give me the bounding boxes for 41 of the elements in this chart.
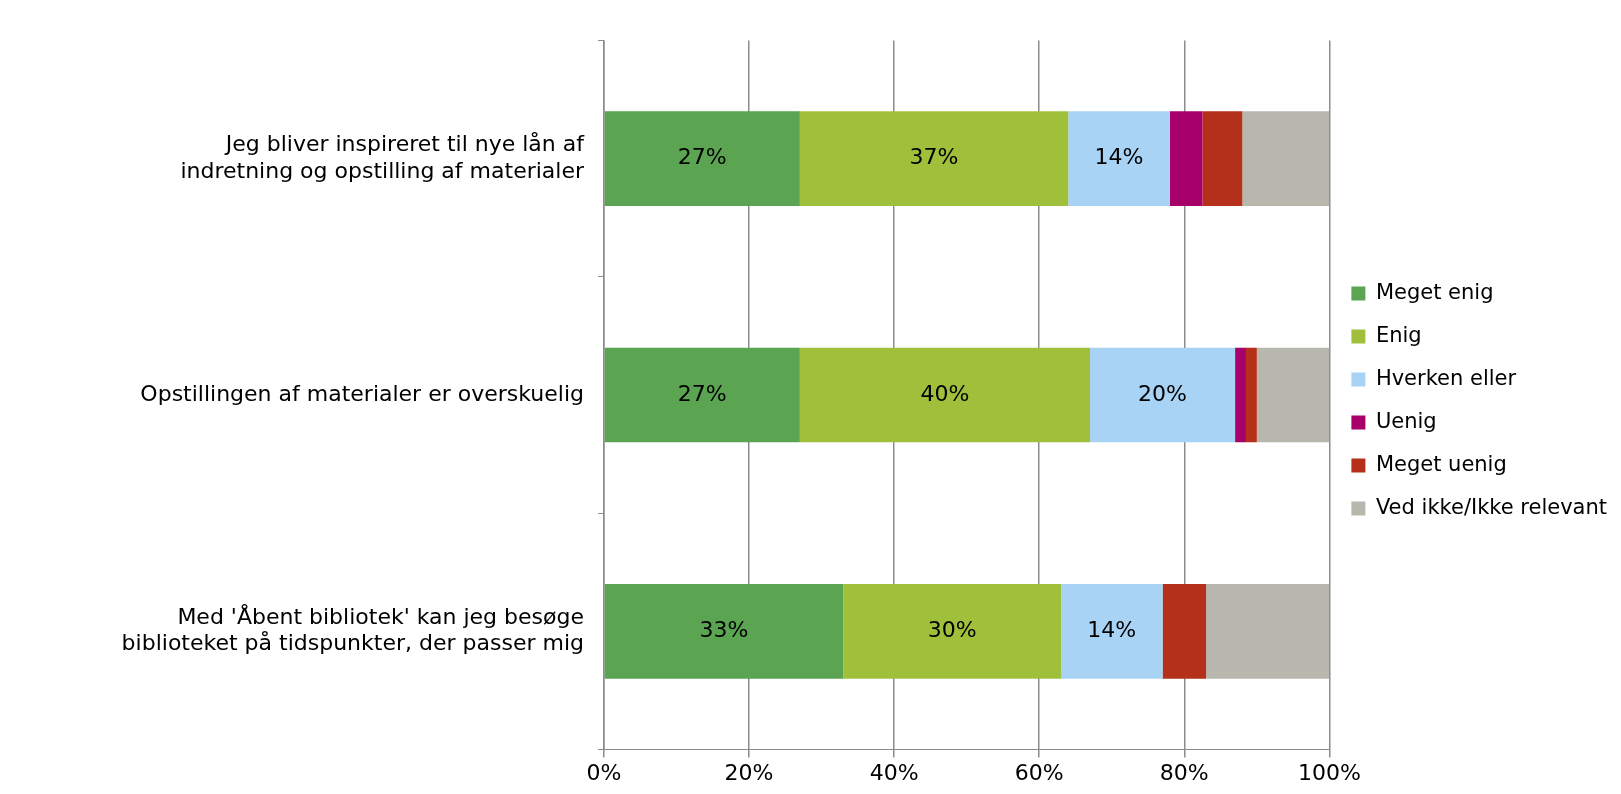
x-tick-label: 40% [869,759,919,785]
data-label: 14% [1094,144,1144,170]
data-label: 27% [677,380,727,406]
bar [1060,584,1163,679]
bar [604,111,800,206]
data-label: 27% [677,144,727,170]
y-tick-label: Med 'Åbent bibliotek' kan jeg besøge biblioteket på tidspunkter, der passer mig [121,602,584,656]
bar [1235,347,1246,443]
x-tick-label: 80% [1159,759,1209,785]
x-tick-label: 20% [724,759,774,785]
legend-label: Hverken eller [1375,365,1517,390]
bar [1169,111,1203,206]
bar [1068,111,1170,206]
legend-label: Ved ikke/Ikke relevant [1375,494,1608,519]
bar [1202,111,1243,206]
data-label: 40% [920,380,970,406]
legend-label: Uenig [1375,408,1437,433]
bar [1206,584,1330,679]
data-label: 30% [927,617,977,643]
bar [843,584,1061,679]
legend-label: Enig [1375,322,1422,347]
legend-label: Meget enig [1375,279,1494,304]
x-tick-label: 60% [1014,759,1064,785]
legend-label: Meget uenig [1375,451,1507,476]
data-label: 14% [1087,617,1137,643]
x-tick-label: 0% [586,759,622,785]
data-label: 33% [699,617,749,643]
x-tick-label: 100% [1297,759,1361,785]
bar [1090,347,1236,443]
data-label: 37% [909,144,959,170]
bar [1162,584,1207,679]
bar [799,347,1091,443]
y-tick-label: Jeg bliver inspireret til nye lån af indretning og opstilling af materialer [180,131,586,183]
bar [604,584,844,679]
bar [1256,347,1330,443]
bar [799,111,1069,206]
data-label: 20% [1138,380,1187,406]
bar [1245,347,1257,443]
bar [1242,111,1330,206]
bar [604,347,800,443]
y-tick-label: Opstillingen af materialer er overskuelig [140,380,584,406]
